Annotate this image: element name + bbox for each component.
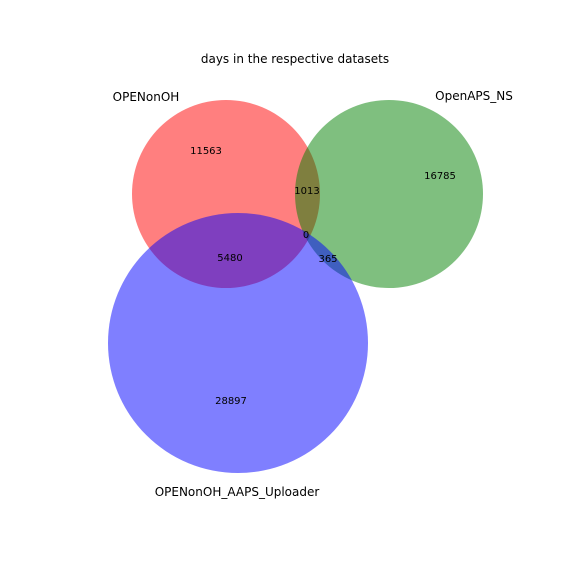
region-count-openaps-ns-and-uploader: 365 — [318, 254, 337, 265]
venn-circle-openonoh-aaps-uploader — [108, 213, 368, 473]
region-count-only-openonoh-aaps-uploader: 28897 — [215, 396, 247, 407]
region-count-all-three: 0 — [303, 230, 309, 241]
chart-title: days in the respective datasets — [201, 52, 389, 66]
set-label-openaps-ns: OpenAPS_NS — [435, 89, 513, 103]
venn-circle-openaps-ns — [295, 100, 483, 288]
region-count-openonoh-and-openaps-ns: 1013 — [294, 186, 319, 197]
region-count-only-openaps-ns: 16785 — [424, 171, 456, 182]
set-label-openonoh-aaps-uploader: OPENonOH_AAPS_Uploader — [155, 485, 320, 499]
region-count-openonoh-and-uploader: 5480 — [217, 253, 242, 264]
region-count-only-openonoh: 11563 — [190, 146, 222, 157]
set-label-openonoh: OPENonOH — [113, 90, 180, 104]
venn-circles — [108, 100, 483, 473]
